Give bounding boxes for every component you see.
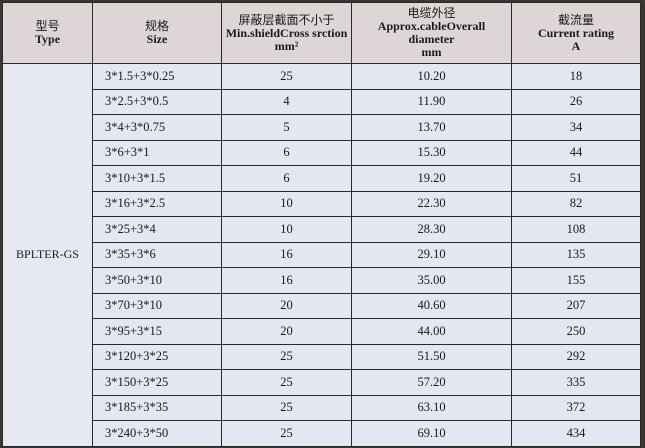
header-size-cn: 规格 [144, 19, 169, 33]
header-type-cn: 型号 [35, 19, 60, 33]
diameter-cell: 28.30 [351, 216, 512, 243]
size-cell: 3*2.5+3*0.5 [92, 88, 222, 115]
size-cell: 3*150+3*25 [92, 369, 222, 396]
size-cell: 3*50+3*10 [92, 267, 222, 294]
header-diameter-unit: mm [421, 45, 442, 59]
table-row: 3*240+3*50 25 69.10 434 [3, 420, 641, 447]
header-shield: 屏蔽层截面不小于 Min.shieldCross srction mm² [221, 2, 352, 64]
size-cell: 3*10+3*1.5 [92, 165, 222, 192]
table-row: 3*150+3*25 25 57.20 335 [3, 369, 641, 396]
shield-cell: 20 [221, 292, 352, 319]
table-row: BPLTER-GS 3*1.5+3*0.25 25 10.20 18 [2, 63, 641, 447]
type-cell: BPLTER-GS [2, 63, 93, 447]
table-row: 3*10+3*1.5 6 19.20 51 [3, 165, 641, 192]
diameter-cell: 13.70 [351, 114, 512, 141]
table-body: BPLTER-GS 3*1.5+3*0.25 25 10.20 18 3*2.5+3*0.… [2, 63, 641, 447]
diameter-cell: 19.20 [351, 165, 512, 192]
header-type: 型号 Type [2, 2, 93, 64]
size-cell: 3*25+3*4 [92, 216, 222, 243]
shield-cell: 4 [221, 88, 352, 115]
diameter-cell: 51.50 [351, 343, 512, 370]
header-shield-cn: 屏蔽层截面不小于 [238, 12, 335, 27]
table-row: 3*50+3*10 16 35.00 155 [3, 267, 641, 294]
shield-cell: 6 [221, 139, 352, 166]
diameter-cell: 22.30 [351, 190, 512, 217]
current-cell: 292 [511, 343, 641, 370]
header-type-en: Type [34, 32, 61, 46]
diameter-cell: 40.60 [351, 292, 512, 319]
current-cell: 434 [511, 420, 641, 447]
header-row: 型号 Type 规格 Size 屏蔽层截面不小于 Min.shieldCross sr… [2, 2, 641, 64]
diameter-cell: 29.10 [351, 241, 512, 268]
shield-cell: 25 [221, 343, 352, 370]
shield-cell: 20 [221, 318, 352, 345]
current-cell: 44 [511, 139, 641, 166]
table-row: 3*2.5+3*0.5 4 11.90 26 [3, 88, 641, 115]
current-cell: 51 [511, 165, 641, 192]
shield-cell: 6 [221, 165, 352, 192]
shield-cell: 25 [221, 420, 352, 447]
size-cell: 3*4+3*0.75 [92, 114, 222, 141]
current-cell: 18 [511, 63, 641, 90]
current-cell: 207 [511, 292, 641, 319]
table-row: 3*95+3*15 20 44.00 250 [3, 318, 641, 345]
diameter-cell: 35.00 [351, 267, 512, 294]
header-current-unit: A [571, 38, 581, 53]
diameter-cell: 10.20 [351, 63, 512, 90]
shield-cell: 25 [221, 369, 352, 396]
header-diameter: 电缆外径 Approx.cableOverall diameter mm [351, 2, 512, 64]
shield-cell: 16 [221, 267, 352, 294]
table-row: 3*70+3*10 20 40.60 207 [3, 292, 641, 319]
shield-cell: 25 [221, 394, 352, 421]
table-row: 3*25+3*4 10 28.30 108 [3, 216, 641, 243]
diameter-cell: 11.90 [351, 88, 512, 115]
shield-cell: 10 [221, 190, 352, 217]
header-current-en: Current rating [537, 25, 615, 40]
header-current-cn: 截流量 [557, 12, 594, 27]
size-cell: 3*6+3*1 [92, 139, 222, 166]
current-cell: 155 [511, 267, 641, 294]
diameter-cell: 63.10 [351, 394, 512, 421]
header-diameter-cn: 电缆外径 [407, 6, 456, 20]
diameter-cell: 57.20 [351, 369, 512, 396]
current-cell: 135 [511, 241, 641, 268]
current-cell: 335 [511, 369, 641, 396]
diameter-cell: 15.30 [351, 139, 512, 166]
current-cell: 250 [511, 318, 641, 345]
current-cell: 26 [511, 88, 641, 115]
table-row: 3*185+3*35 25 63.10 372 [3, 394, 641, 421]
size-cell: 3*240+3*50 [92, 420, 222, 447]
table-row: 3*120+3*25 25 51.50 292 [3, 343, 641, 370]
header-size-en: Size [146, 32, 168, 46]
current-cell: 372 [511, 394, 641, 421]
header-shield-unit: mm² [274, 38, 299, 53]
size-cell: 3*120+3*25 [92, 343, 222, 370]
diameter-cell: 44.00 [351, 318, 512, 345]
size-cell: 3*70+3*10 [92, 292, 222, 319]
table-row: 3*6+3*1 6 15.30 44 [3, 139, 641, 166]
shield-cell: 16 [221, 241, 352, 268]
table-row: 3*35+3*6 16 29.10 135 [3, 241, 641, 268]
header-diameter-en: Approx.cableOverall [377, 19, 486, 33]
shield-cell: 5 [221, 114, 352, 141]
header-diameter-en2: diameter [408, 32, 455, 46]
size-cell: 3*35+3*6 [92, 241, 222, 268]
current-cell: 34 [511, 114, 641, 141]
size-cell: 3*95+3*15 [92, 318, 222, 345]
size-cell: 3*16+3*2.5 [92, 190, 222, 217]
table-row: 3*16+3*2.5 10 22.30 82 [3, 190, 641, 217]
current-cell: 82 [511, 190, 641, 217]
header-current: 截流量 Current rating A [511, 2, 641, 64]
shield-cell: 10 [221, 216, 352, 243]
current-cell: 108 [511, 216, 641, 243]
header-shield-en: Min.shieldCross srction [225, 25, 348, 40]
diameter-cell: 69.10 [351, 420, 512, 447]
table-row: 3*4+3*0.75 5 13.70 34 [3, 114, 641, 141]
size-cell: 3*1.5+3*0.25 [92, 63, 222, 90]
header-size: 规格 Size [92, 2, 222, 64]
size-cell: 3*185+3*35 [92, 394, 222, 421]
shield-cell: 25 [221, 63, 352, 90]
